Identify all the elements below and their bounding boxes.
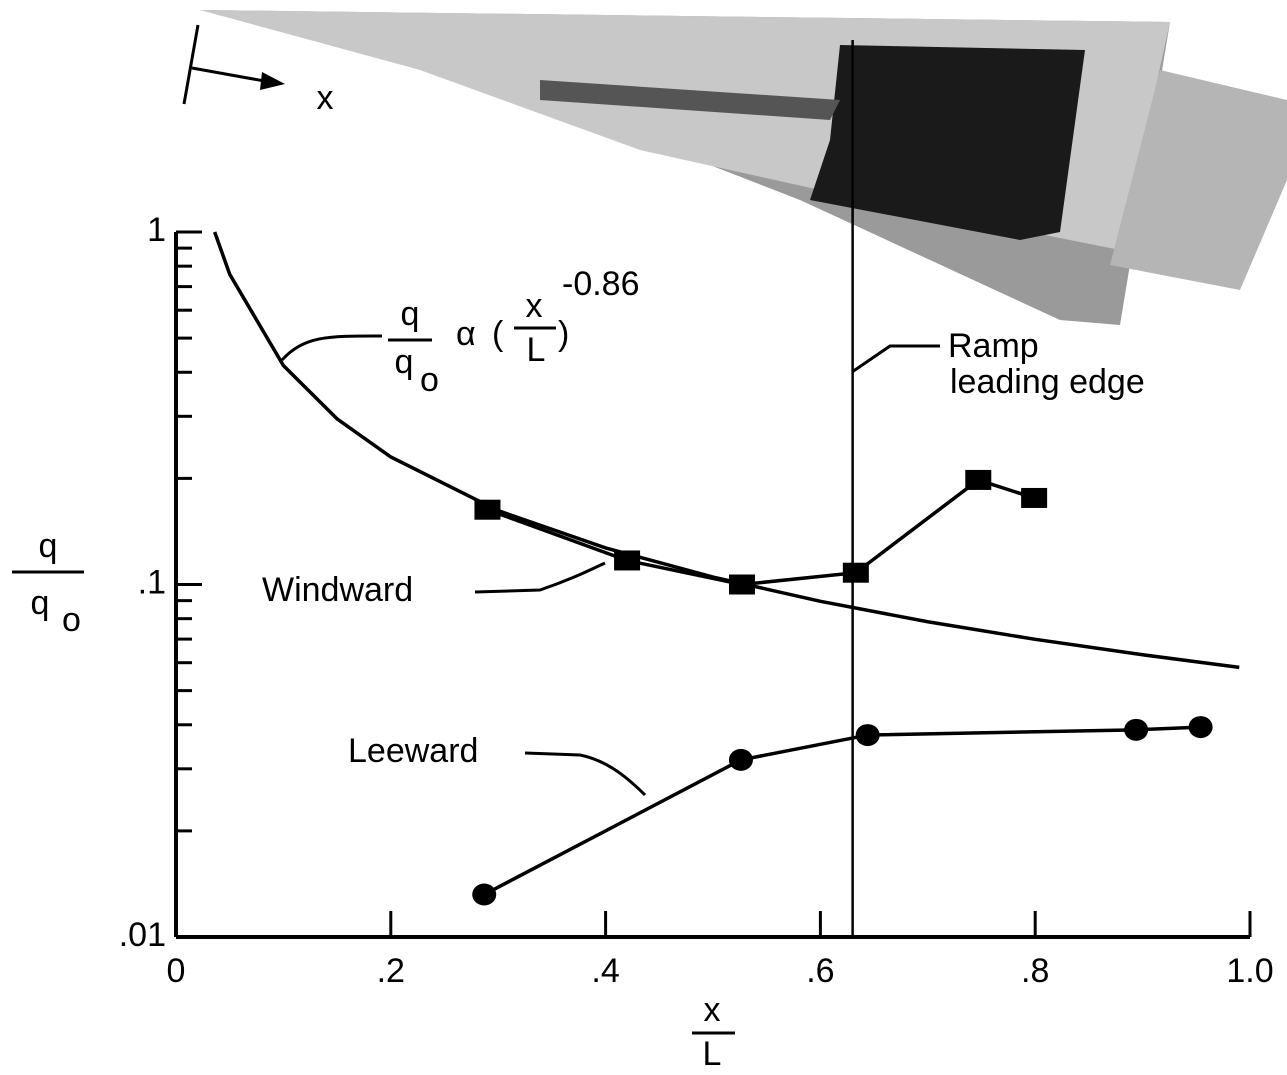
formula-sub: o	[420, 361, 439, 399]
formula-open: (	[492, 315, 504, 353]
formula-close: )	[558, 315, 569, 353]
marker	[855, 724, 880, 747]
leeward-label: Leeward	[348, 732, 478, 770]
formula-x: x	[526, 287, 543, 325]
leeward-leader	[524, 751, 647, 797]
fit-curve	[213, 231, 1240, 670]
y-tick-label: .01	[119, 916, 166, 954]
y-label-den: q	[31, 584, 50, 622]
formula-L: L	[527, 331, 546, 369]
marker	[1021, 487, 1048, 508]
series-line	[483, 725, 1201, 897]
x-tick-label: .2	[377, 952, 405, 990]
windward-leader	[474, 561, 606, 594]
windward-label: Windward	[262, 571, 413, 609]
y-tick-label: .1	[138, 563, 166, 601]
ramp-label: leading edge	[950, 363, 1145, 401]
marker	[1124, 718, 1149, 741]
formula: q q o α ( x L ) -0.86	[280, 265, 640, 399]
marker	[965, 469, 992, 490]
series-line	[486, 477, 1035, 587]
y-tick-label: 1	[147, 211, 166, 249]
x-label-num: x	[704, 991, 721, 1029]
marker	[1188, 716, 1213, 739]
y-label-num: q	[39, 527, 58, 565]
x-label-den: L	[703, 1035, 722, 1073]
y-label-sub: o	[62, 601, 81, 639]
photo-label: x	[317, 79, 334, 117]
model-photo	[182, 10, 1287, 325]
x-tick-label: .4	[591, 952, 619, 990]
marker	[728, 748, 753, 771]
x-tick-label: 0	[167, 952, 186, 990]
x-tick-label: .6	[806, 952, 834, 990]
marker	[728, 574, 755, 595]
formula-den: q	[395, 343, 414, 381]
ramp-leader	[851, 344, 940, 374]
formula-symbol: α	[456, 315, 476, 353]
marker	[842, 562, 869, 583]
x-tick-label: 1.0	[1226, 952, 1273, 990]
formula-exponent: -0.86	[562, 265, 640, 303]
marker	[614, 550, 641, 571]
x-tick-label: .8	[1021, 952, 1049, 990]
marker	[472, 883, 497, 906]
formula-num: q	[401, 295, 420, 333]
ramp-label: Ramp	[948, 327, 1039, 365]
marker	[474, 499, 501, 520]
